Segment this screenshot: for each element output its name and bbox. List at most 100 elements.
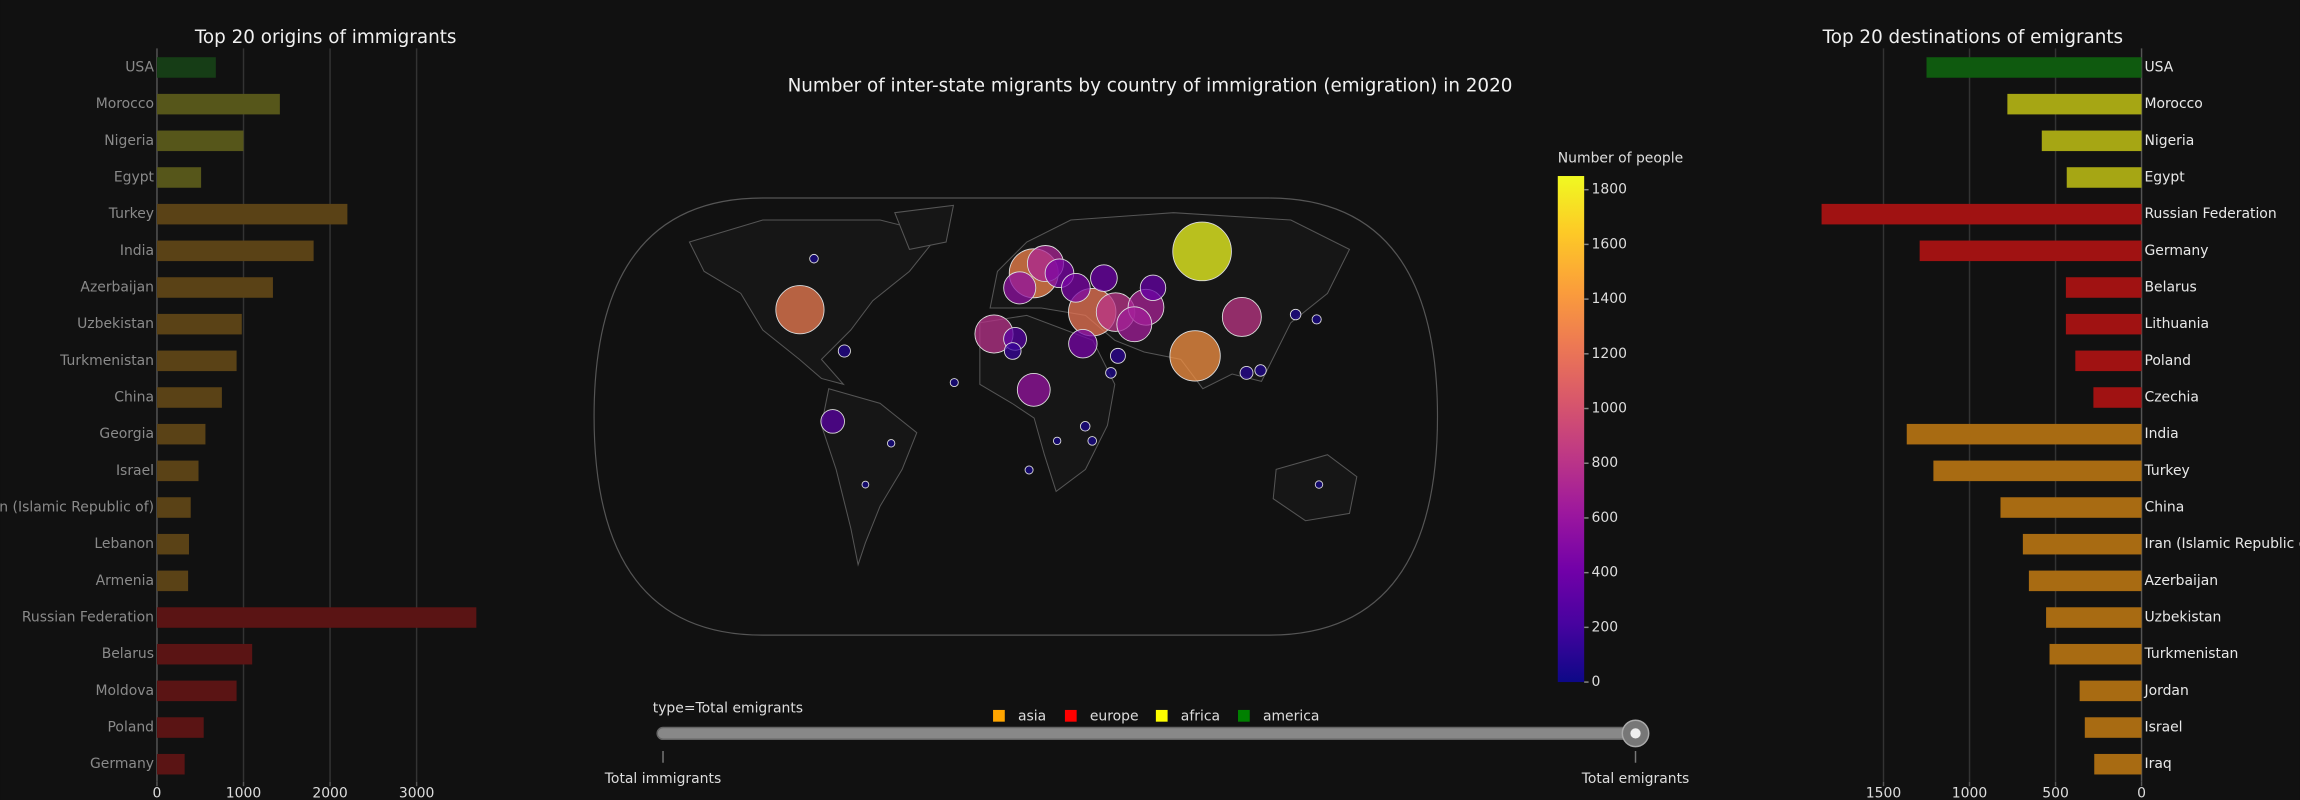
legend-swatch[interactable] [1064, 709, 1077, 722]
legend-item[interactable]: america [1238, 709, 1319, 725]
colorbar [1557, 176, 1585, 683]
y-tick-label: USA [125, 59, 154, 75]
y-tick-label: Nigeria [2144, 133, 2194, 149]
legend-item[interactable]: africa [1155, 709, 1220, 725]
bar [2094, 753, 2142, 775]
slider-prefix: type= [653, 700, 696, 716]
bar [2041, 130, 2142, 152]
colorbar-tick-label: 1200 [1592, 346, 1627, 362]
bubble [886, 439, 896, 448]
greenland [894, 204, 955, 250]
australia [1272, 454, 1358, 522]
y-tick-label: Uzbekistan [77, 316, 154, 332]
x-tick-label: 0 [2137, 786, 2146, 800]
colorbar-title: Number of people [1558, 150, 1683, 166]
bubble [1239, 365, 1254, 380]
bar [156, 313, 242, 335]
y-tick-label: Iran (Islamic Republic of) [0, 500, 154, 516]
y-tick-label: Armenia [96, 573, 154, 589]
x-tick-label: 2000 [312, 786, 347, 800]
slider-step-label[interactable]: Total emigrants [1581, 771, 1690, 787]
y-tick-label: Belarus [102, 646, 154, 662]
x-tick-label: 1000 [1952, 786, 1987, 800]
slider-step-label[interactable]: Total immigrants [604, 771, 721, 787]
y-tick-label: China [2144, 500, 2184, 516]
bubble [861, 480, 870, 489]
bubble [1090, 264, 1118, 292]
bar [2049, 643, 2142, 665]
slider-handle-center[interactable] [1630, 728, 1641, 739]
y-tick-label: Israel [2144, 720, 2182, 736]
legend-swatch[interactable] [993, 709, 1005, 722]
x-tick-label: 500 [2042, 786, 2069, 800]
y-tick-label: Germany [90, 756, 154, 772]
bar [2065, 277, 2142, 298]
y-tick-label: China [114, 390, 154, 406]
bubbles [775, 221, 1324, 489]
south-america [820, 388, 918, 567]
y-tick-label: USA [2144, 59, 2173, 75]
legend-swatch[interactable] [1155, 709, 1168, 722]
chart-title: Top 20 origins of immigrants [194, 27, 457, 48]
bar [2028, 570, 2142, 592]
y-tick-label: Lithuania [2144, 316, 2208, 332]
bar [156, 93, 280, 115]
slider-current-value: type=Total emigrants [653, 700, 803, 716]
bar [2079, 680, 2142, 702]
bubble [1061, 273, 1091, 303]
bubble [809, 253, 819, 264]
bar [1919, 240, 2142, 262]
y-tick-label: Azerbaijan [2144, 573, 2218, 589]
slider-track[interactable] [656, 726, 1643, 741]
y-tick-label: Russian Federation [2144, 206, 2276, 222]
y-tick-label: Jordan [2143, 683, 2188, 699]
bar [2000, 497, 2142, 518]
bar [2022, 533, 2142, 555]
bar [1821, 203, 2142, 225]
bubble [1105, 367, 1117, 379]
bubble [1068, 329, 1098, 359]
y-tick-label: Lebanon [94, 536, 154, 552]
bar [156, 167, 202, 188]
bar [156, 717, 204, 738]
y-tick-label: Turkmenistan [2143, 646, 2238, 662]
y-tick-label: Georgia [99, 426, 154, 442]
y-tick-label: Moldova [96, 683, 155, 699]
bar [156, 240, 314, 262]
bubble [1087, 436, 1097, 446]
bar [156, 203, 348, 225]
legend-item[interactable]: asia [993, 709, 1046, 725]
bar [1926, 57, 2142, 78]
legend-swatch[interactable] [1238, 709, 1250, 722]
legend-label[interactable]: africa [1181, 709, 1220, 725]
legend-item[interactable]: europe [1064, 709, 1139, 725]
x-tick-label: 1000 [226, 786, 261, 800]
colorbar-tick-label: 600 [1592, 510, 1619, 526]
bubble [1016, 372, 1051, 407]
bar [1906, 423, 2142, 445]
y-tick-label: Iran (Islamic Republic of) [2144, 536, 2300, 552]
bar [2084, 717, 2142, 738]
colorbar-tick-label: 1600 [1592, 236, 1627, 252]
bubble [820, 409, 845, 434]
bar [156, 350, 237, 372]
legend-label[interactable]: asia [1018, 709, 1046, 725]
y-tick-label: Egypt [114, 169, 155, 185]
colorbar-tick-label: 1000 [1592, 401, 1627, 417]
colorbar-tick-label: 1800 [1592, 182, 1627, 198]
bar [2007, 93, 2142, 115]
y-tick-label: Germany [2144, 243, 2208, 259]
bar [2066, 167, 2142, 188]
y-tick-label: Nigeria [104, 133, 154, 149]
bar [156, 607, 477, 628]
colorbar-tick-label: 1400 [1592, 291, 1627, 307]
legend-label[interactable]: america [1263, 709, 1319, 725]
legend-label[interactable]: europe [1090, 709, 1139, 725]
y-tick-label: Poland [108, 720, 154, 736]
colorbar-tick-label: 200 [1592, 619, 1619, 635]
colorbar-tick-label: 800 [1592, 455, 1619, 471]
bubble [949, 378, 959, 388]
bubble [1003, 342, 1022, 360]
y-tick-label: Turkmenistan [59, 353, 154, 369]
